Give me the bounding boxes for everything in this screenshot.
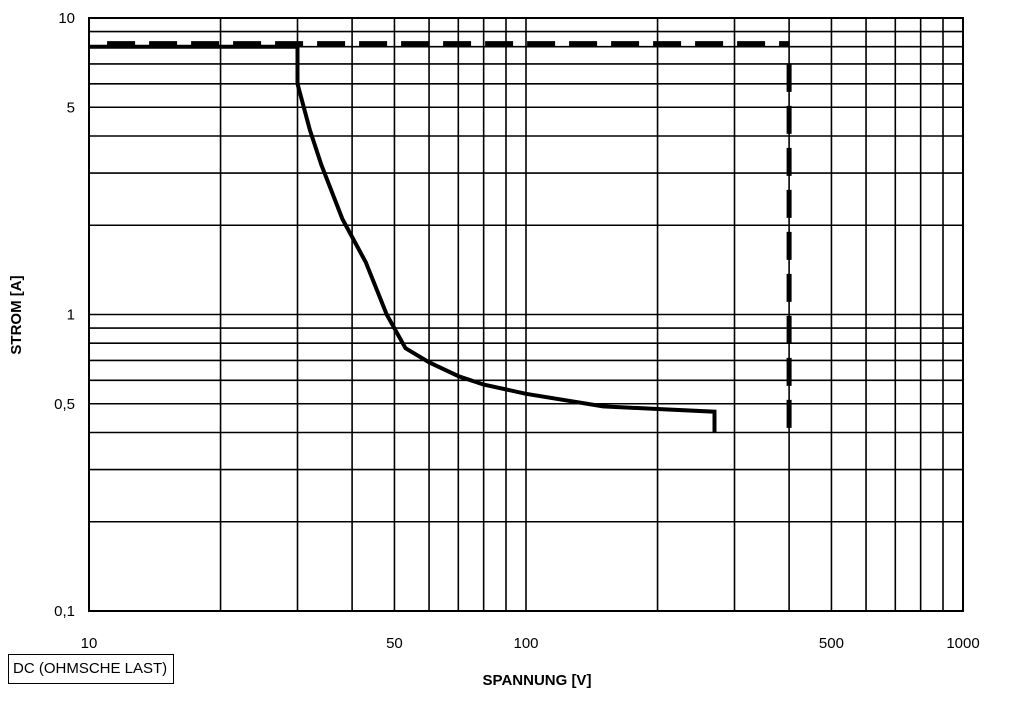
x-tick-label: 10 <box>81 635 98 652</box>
series-layer <box>89 41 792 433</box>
x-tick-label: 1000 <box>946 635 979 652</box>
x-tick-label: 500 <box>819 635 844 652</box>
grid <box>88 17 964 612</box>
y-axis-title: STROM [A] <box>8 275 25 354</box>
y-tick-label: 1 <box>67 307 75 324</box>
tick-labels: 10 50 100 500 1000 10 5 1 0,5 0,1 <box>54 10 980 652</box>
y-tick-label: 0,5 <box>54 396 75 413</box>
x-tick-label: 100 <box>513 635 538 652</box>
x-tick-label: 50 <box>386 635 403 652</box>
y-tick-label: 5 <box>67 99 75 116</box>
y-tick-label: 0,1 <box>54 603 75 620</box>
plot-frame <box>88 17 964 612</box>
x-axis-title: SPANNUNG [V] <box>483 672 592 689</box>
load-type-note: DC (OHMSCHE LAST) <box>8 654 175 684</box>
solid-load-curve <box>89 44 717 433</box>
y-tick-label: 10 <box>58 10 75 27</box>
